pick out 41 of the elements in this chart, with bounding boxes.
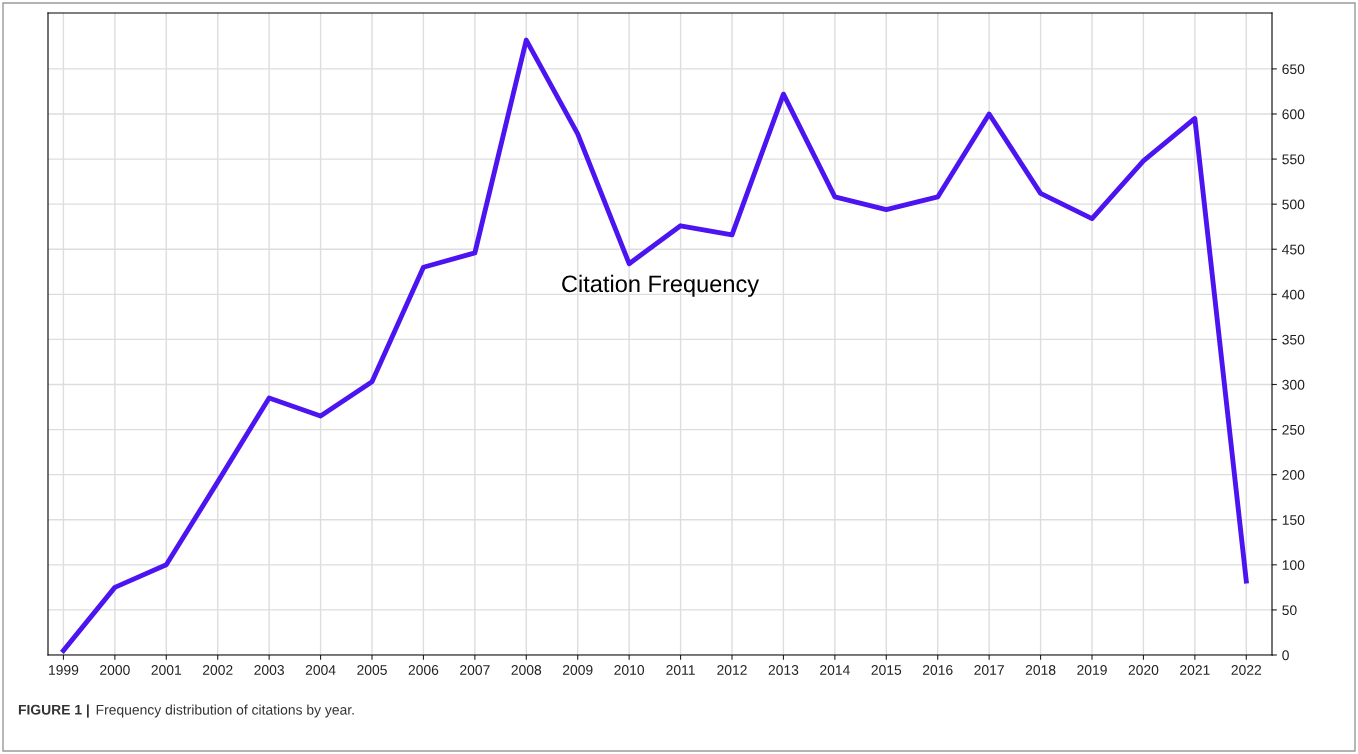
y-tick-label: 450 — [1282, 244, 1305, 255]
line-series — [61, 37, 1249, 653]
series-label: Citation Frequency — [562, 274, 760, 297]
caption: FIGURE 1 | Frequency distribution of citations by year. — [18, 704, 354, 718]
y-tick-label: 350 — [1282, 334, 1305, 345]
x-tick-label: 2006 — [408, 665, 439, 675]
y-tick-label: 300 — [1282, 379, 1305, 390]
y-tick-label: 550 — [1282, 154, 1305, 165]
y-tick-label: 50 — [1282, 605, 1297, 616]
x-tick-label: 2001 — [151, 665, 182, 675]
x-tick-label: 2011 — [666, 665, 695, 675]
y-tick-label: 500 — [1282, 199, 1305, 210]
x-tick-label: 2003 — [254, 665, 284, 675]
x-tick-label: 2007 — [460, 665, 490, 675]
y-tick-label: 600 — [1282, 109, 1305, 120]
x-tick-label: 2000 — [100, 665, 130, 675]
x-tick-label: 2009 — [562, 665, 593, 675]
x-tick-label: 2018 — [1025, 665, 1056, 675]
x-tick-label: 2017 — [974, 665, 1004, 675]
x-tick-label: 1999 — [49, 665, 79, 675]
y-tick-label: 250 — [1282, 424, 1305, 435]
x-tick-label: 2005 — [357, 665, 387, 675]
x-tick-label: 2022 — [1231, 665, 1262, 675]
x-tick-label: 2020 — [1128, 665, 1159, 675]
y-tick-label: 200 — [1282, 470, 1305, 480]
y-tick-label: 150 — [1282, 515, 1305, 525]
x-tick-label: 2014 — [820, 665, 850, 675]
x-tick-label: 2019 — [1077, 665, 1107, 675]
y-tick-label: 650 — [1282, 64, 1305, 75]
x-tick-label: 2004 — [305, 665, 336, 675]
x-tick-label: 2013 — [768, 665, 799, 675]
x-tick-label: 2008 — [511, 665, 542, 675]
x-tick-label: 2002 — [202, 665, 233, 675]
y-tick-label: 0 — [1282, 650, 1289, 661]
y-tick-label: 100 — [1282, 560, 1305, 570]
x-tick-label: 2012 — [717, 665, 747, 675]
x-tick-label: 2010 — [614, 665, 645, 675]
y-tick-label: 400 — [1282, 289, 1305, 300]
x-tick-label: 2016 — [922, 665, 953, 675]
x-tick-label: 2021 — [1180, 665, 1210, 675]
x-tick-label: 2015 — [871, 665, 902, 675]
